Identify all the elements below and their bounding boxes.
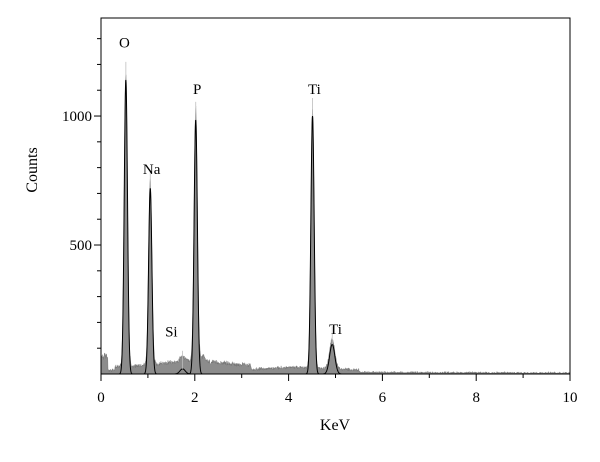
x-tick-label: 8: [472, 390, 480, 406]
plot-frame: [100, 17, 571, 375]
y-tick-label: 500: [70, 238, 93, 254]
x-tick-label: 4: [285, 390, 293, 406]
axes: 0 2 4 6 8 10 500 1000: [62, 38, 578, 406]
peak-label-si: Si: [165, 325, 178, 341]
peak-label-ti: Ti: [329, 322, 342, 338]
x-tick-label: 0: [97, 390, 105, 406]
spectrum-area: [100, 74, 571, 375]
x-tick-label: 2: [191, 390, 199, 406]
peak-fit-0: [119, 79, 133, 375]
plot-area: [100, 61, 571, 375]
x-tick-label: 6: [379, 390, 387, 406]
peak-label-o: O: [119, 36, 130, 52]
x-tick-label: 10: [563, 390, 578, 406]
peak-label-ti: Ti: [308, 82, 321, 98]
peak-label-na: Na: [143, 162, 161, 178]
peak-labels: O Na Si P Ti Ti: [119, 36, 342, 341]
peak-fit-3: [189, 119, 203, 375]
x-axis-title: KeV: [320, 417, 351, 434]
peak-fit-4: [305, 115, 320, 375]
peak-fit-1: [143, 188, 157, 375]
y-tick-label: 1000: [62, 109, 92, 125]
y-axis-title: Counts: [24, 147, 41, 192]
peak-label-p: P: [193, 82, 201, 98]
